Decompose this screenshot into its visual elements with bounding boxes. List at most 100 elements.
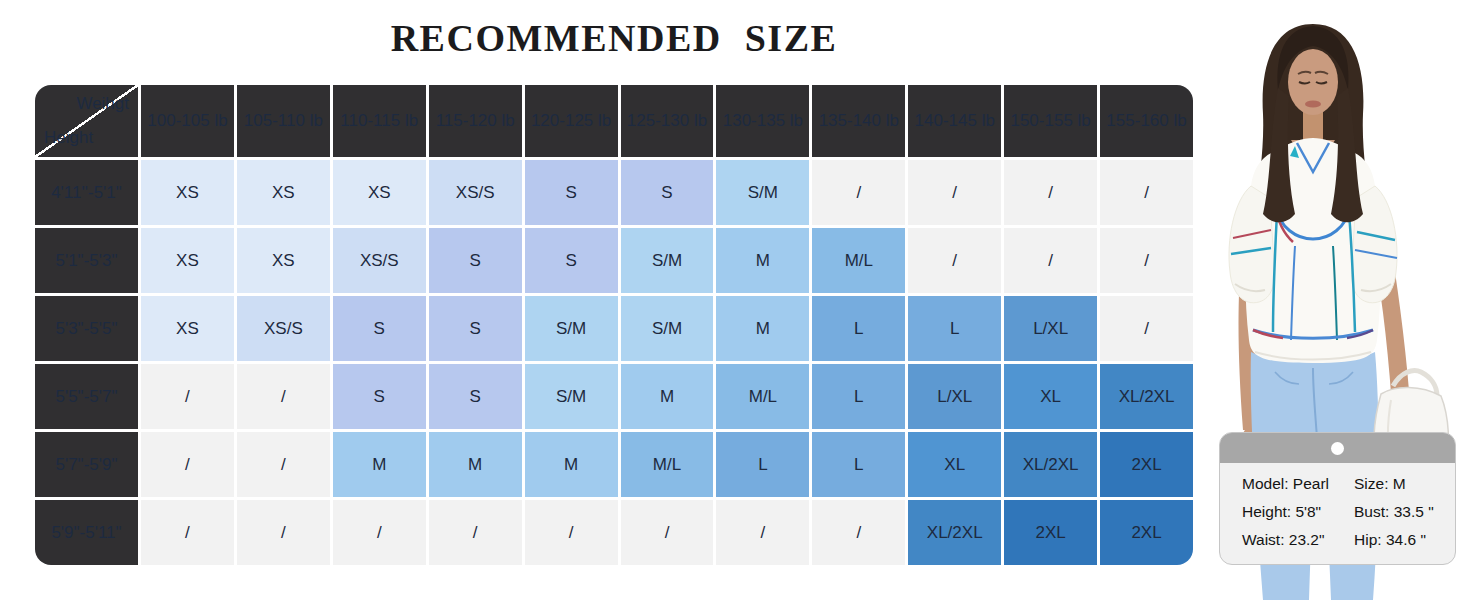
row-header: 5'1"-5'3" (35, 228, 138, 293)
row-header: 5'3"-5'5" (35, 296, 138, 361)
size-cell: M (333, 432, 426, 497)
size-cell-empty: / (333, 500, 426, 565)
row-header: 5'5"-5'7" (35, 364, 138, 429)
size-cell-empty: / (1004, 160, 1097, 225)
size-cell: M (716, 296, 809, 361)
size-cell-empty: / (1100, 228, 1193, 293)
row-header: 4'11''-5'1" (35, 160, 138, 225)
size-cell: XS (141, 228, 234, 293)
size-cell: M/L (621, 432, 714, 497)
size-cell: L/XL (908, 364, 1001, 429)
size-cell: XL/2XL (1100, 364, 1193, 429)
column-header: 100-105 lb (141, 85, 234, 157)
card-field: Height: 5'8" (1242, 503, 1354, 521)
size-cell: M/L (716, 364, 809, 429)
column-header: 120-125 lb (525, 85, 618, 157)
size-cell: M (525, 432, 618, 497)
size-cell-empty: / (908, 228, 1001, 293)
column-header: 135-140 lb (812, 85, 905, 157)
size-cell-empty: / (237, 364, 330, 429)
row-header: 5'7"-5'9" (35, 432, 138, 497)
card-field: Waist: 23.2" (1242, 531, 1354, 549)
table-corner-cell: Weihgt Height (35, 85, 138, 157)
size-cell: XL/2XL (1004, 432, 1097, 497)
size-cell: M/L (812, 228, 905, 293)
size-cell: S/M (525, 296, 618, 361)
size-cell: M (429, 432, 522, 497)
size-cell: XS (237, 228, 330, 293)
card-field: Model: Pearl (1242, 475, 1354, 493)
size-cell-empty: / (141, 364, 234, 429)
size-cell: XS (141, 296, 234, 361)
size-cell: 2XL (1100, 500, 1193, 565)
size-cell-empty: / (1100, 296, 1193, 361)
page-title: RECOMMENDED SIZE (35, 16, 1193, 60)
size-cell-empty: / (621, 500, 714, 565)
size-cell: S/M (621, 228, 714, 293)
size-cell-empty: / (716, 500, 809, 565)
corner-height-label: Height (44, 128, 93, 148)
size-cell-empty: / (908, 160, 1001, 225)
size-cell: 2XL (1100, 432, 1193, 497)
size-cell-empty: / (429, 500, 522, 565)
size-cell: L (908, 296, 1001, 361)
size-cell: XL/2XL (908, 500, 1001, 565)
card-field: Bust: 33.5 " (1354, 503, 1449, 521)
size-cell: L/XL (1004, 296, 1097, 361)
column-header: 150-155 lb (1004, 85, 1097, 157)
size-cell-empty: / (141, 500, 234, 565)
size-cell: L (812, 364, 905, 429)
size-cell: XS (141, 160, 234, 225)
size-cell: S (621, 160, 714, 225)
column-header: 115-120 lb (429, 85, 522, 157)
size-cell-empty: / (812, 160, 905, 225)
column-header: 110-115 lb (333, 85, 426, 157)
size-cell-empty: / (1004, 228, 1097, 293)
size-cell: S (525, 228, 618, 293)
size-cell: S/M (716, 160, 809, 225)
size-cell: XS/S (237, 296, 330, 361)
size-cell: L (716, 432, 809, 497)
hang-hole-icon (1331, 442, 1344, 455)
size-cell: S/M (621, 296, 714, 361)
size-cell: L (812, 432, 905, 497)
card-field: Hip: 34.6 " (1354, 531, 1449, 549)
size-cell: 2XL (1004, 500, 1097, 565)
corner-weight-label: Weihgt (76, 94, 129, 114)
size-cell: S (525, 160, 618, 225)
size-cell: S (429, 228, 522, 293)
row-header: 5'9"-5'11" (35, 500, 138, 565)
size-cell-empty: / (141, 432, 234, 497)
size-cell: XS/S (333, 228, 426, 293)
model-measurements: Model: PearlSize: MHeight: 5'8"Bust: 33.… (1220, 463, 1455, 559)
size-cell-empty: / (237, 432, 330, 497)
size-cell-empty: / (237, 500, 330, 565)
size-cell: M (621, 364, 714, 429)
size-cell: S (429, 364, 522, 429)
model-photo-panel: Model: PearlSize: MHeight: 5'8"Bust: 33.… (1215, 0, 1464, 600)
size-cell: S (429, 296, 522, 361)
size-cell-empty: / (1100, 160, 1193, 225)
size-cell: XS/S (429, 160, 522, 225)
size-cell: XS (333, 160, 426, 225)
size-chart-page: RECOMMENDED SIZE Weihgt Height 100-105 l… (0, 0, 1464, 600)
hang-tag-band (1220, 433, 1455, 463)
size-cell: S (333, 364, 426, 429)
size-cell: XL (908, 432, 1001, 497)
column-header: 105-110 lb (237, 85, 330, 157)
column-header: 125-130 lb (621, 85, 714, 157)
column-header: 155-160 lb (1100, 85, 1193, 157)
size-cell-empty: / (525, 500, 618, 565)
size-cell: XS (237, 160, 330, 225)
size-table: Weihgt Height 100-105 lb105-110 lb110-11… (35, 85, 1193, 565)
size-cell: S/M (525, 364, 618, 429)
column-header: 130-135 lb (716, 85, 809, 157)
size-cell: S (333, 296, 426, 361)
column-header: 140-145 lb (908, 85, 1001, 157)
size-cell: M (716, 228, 809, 293)
size-cell: L (812, 296, 905, 361)
model-info-card: Model: PearlSize: MHeight: 5'8"Bust: 33.… (1219, 432, 1456, 565)
card-field: Size: M (1354, 475, 1449, 493)
size-cell-empty: / (812, 500, 905, 565)
size-cell: XL (1004, 364, 1097, 429)
